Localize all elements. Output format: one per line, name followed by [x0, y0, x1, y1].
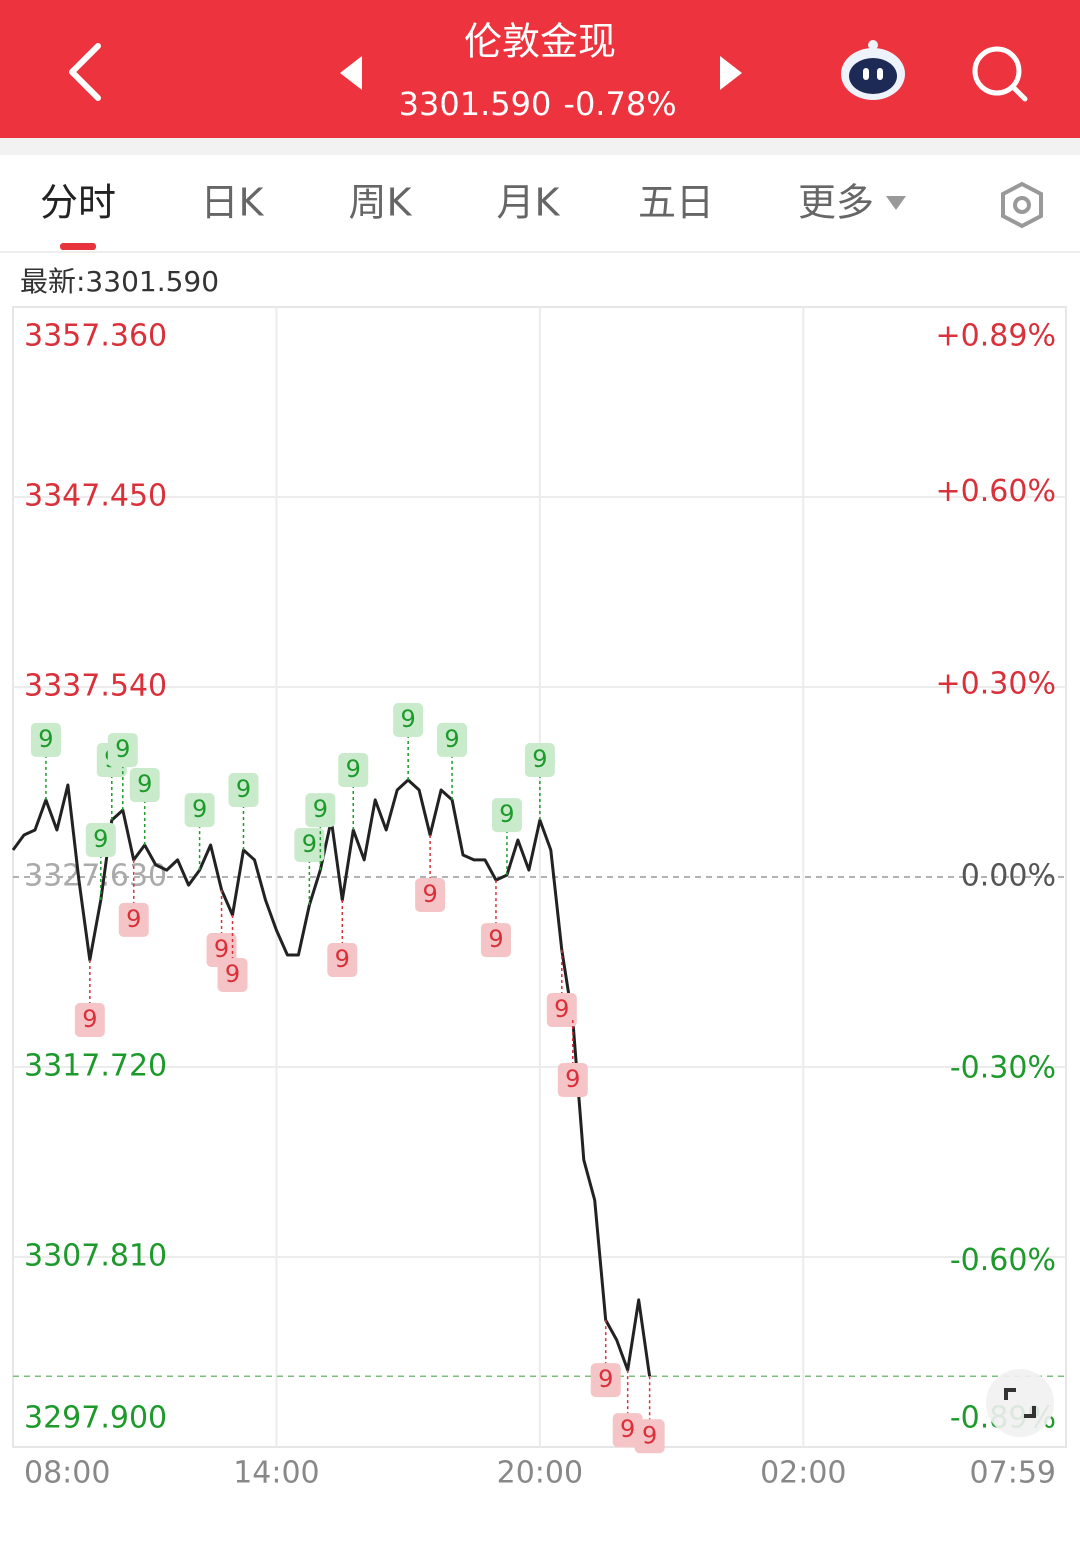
signal-badge	[30, 722, 61, 757]
signal-label: 9	[137, 770, 152, 798]
signal-label: 9	[488, 925, 503, 953]
y2-tick-label: -0.30%	[950, 1051, 1056, 1086]
signal-badge	[393, 702, 424, 737]
signal-badge	[85, 823, 116, 858]
signal-badge	[557, 1063, 588, 1098]
signal-badge	[129, 767, 160, 802]
title: 伦敦金现	[464, 20, 616, 64]
signal-badge	[437, 722, 468, 757]
tab[interactable]: 更多	[798, 181, 874, 225]
signal-label: 9	[38, 725, 53, 753]
signal-badge	[491, 798, 522, 833]
y2-tick-label: -0.60%	[950, 1243, 1056, 1278]
search-icon[interactable]	[972, 46, 1028, 102]
signal-label: 9	[115, 735, 130, 763]
signal-label: 9	[236, 775, 251, 803]
signal-label: 9	[565, 1065, 580, 1093]
signal-badge	[74, 1003, 105, 1038]
signal-label: 9	[620, 1415, 635, 1443]
y2-tick-label: 0.00%	[961, 859, 1056, 894]
tab-indicator	[60, 243, 96, 250]
tab[interactable]: 五日	[638, 181, 714, 225]
signal-badge	[184, 793, 215, 828]
more-arrow[interactable]	[886, 196, 906, 210]
robot-icon[interactable]	[841, 40, 905, 100]
signal-label: 9	[82, 1005, 97, 1033]
y-tick-label: 3297.900	[24, 1401, 167, 1436]
signal-label: 9	[192, 795, 207, 823]
x-tick-label: 07:59	[970, 1456, 1056, 1491]
fullscreen-button[interactable]	[986, 1369, 1054, 1437]
signal-label: 9	[346, 755, 361, 783]
signal-badge	[327, 943, 358, 978]
settings-icon[interactable]	[1001, 181, 1043, 229]
tab[interactable]: 分时	[40, 181, 116, 225]
signal-label: 9	[225, 960, 240, 988]
signal-badge	[217, 957, 248, 992]
signal-label: 9	[93, 825, 108, 853]
tab[interactable]: 日K	[201, 181, 265, 225]
x-tick-label: 08:00	[24, 1456, 110, 1491]
signal-badge	[118, 902, 149, 937]
signal-badge	[305, 793, 336, 828]
signal-label: 9	[214, 935, 229, 963]
signal-badge	[634, 1419, 665, 1454]
plot: 3357.360 3347.450 3337.540 3327.630 3317.720…	[11, 307, 1066, 1491]
tab-bar: 分时 日K 周K 月K 五日 更多	[40, 181, 874, 225]
signal-badge	[480, 923, 511, 958]
signal-label: 9	[499, 800, 514, 828]
y2-tick-label: +0.30%	[936, 666, 1056, 701]
y2-tick-label: +0.89%	[936, 319, 1056, 354]
back-button[interactable]	[69, 43, 101, 101]
signal-label: 9	[554, 995, 569, 1023]
separator	[0, 138, 1080, 155]
signal-label: 9	[532, 745, 547, 773]
y-tick-label: 3327.630	[24, 859, 167, 894]
y-tick-label: 3307.810	[24, 1239, 167, 1274]
change: -0.78%	[563, 85, 676, 123]
signal-label: 9	[302, 830, 317, 858]
y-tick-label: 3337.540	[24, 669, 167, 704]
y2-tick-label: +0.60%	[936, 474, 1056, 509]
signal-badge	[294, 827, 325, 862]
price: 3301.590	[399, 85, 552, 123]
signal-label: 9	[313, 795, 328, 823]
tab[interactable]: 月K	[497, 181, 561, 225]
signal-label: 9	[126, 905, 141, 933]
y-tick-label: 3317.720	[24, 1049, 167, 1084]
signal-badge	[524, 743, 555, 778]
y-tick-label: 3347.450	[24, 479, 167, 514]
signal-label: 9	[401, 705, 416, 733]
x-tick-label: 20:00	[497, 1456, 583, 1491]
signal-badge	[546, 993, 577, 1028]
y-tick-label: 3357.360	[24, 319, 167, 354]
x-tick-label: 02:00	[760, 1456, 846, 1491]
signal-label: 9	[444, 725, 459, 753]
signal-label: 9	[642, 1421, 657, 1449]
prev-button[interactable]	[340, 56, 362, 90]
signal-badge	[338, 753, 369, 788]
signal-label: 9	[422, 880, 437, 908]
signal-badge	[228, 772, 259, 807]
signal-badge	[107, 733, 138, 768]
x-tick-label: 14:00	[233, 1456, 319, 1491]
next-button[interactable]	[720, 56, 742, 90]
signal-badge	[415, 878, 446, 913]
signal-label: 9	[598, 1365, 613, 1393]
signal-label: 9	[335, 945, 350, 973]
signal-badge	[590, 1363, 621, 1398]
tab[interactable]: 周K	[349, 181, 413, 225]
latest-price: 最新:3301.590	[20, 265, 219, 298]
